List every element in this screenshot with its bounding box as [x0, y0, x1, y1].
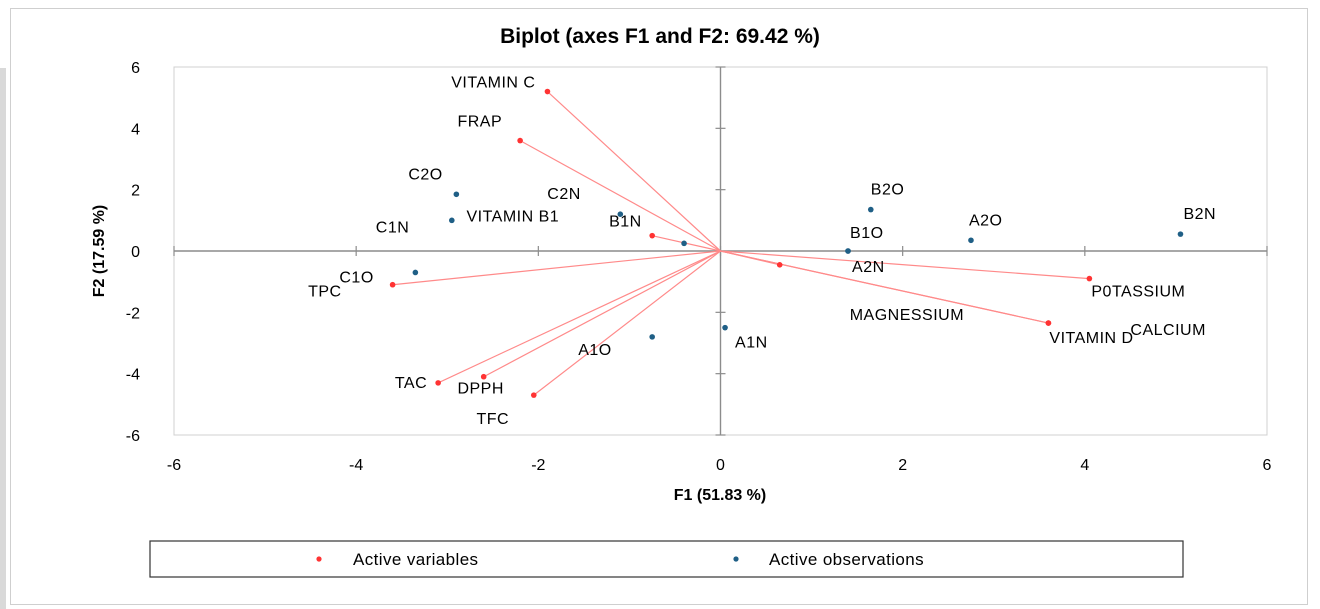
- x-tick-label: 6: [1263, 457, 1272, 474]
- point-label-tac: TAC: [395, 375, 427, 392]
- x-axis-title: F1 (51.83 %): [674, 487, 766, 504]
- variable-point-magnessium: [776, 262, 783, 268]
- data-points: [389, 88, 1184, 398]
- variable-point-tac: [435, 380, 441, 386]
- left-edge-bar: [0, 68, 6, 609]
- observation-point-c1n: [449, 217, 455, 224]
- point-label-vitamin-d: VITAMIN D: [1049, 330, 1133, 347]
- point-label-magnessium: MAGNESSIUM: [850, 307, 964, 324]
- point-label-b1o: B1O: [850, 225, 884, 242]
- chart-title: Biplot (axes F1 and F2: 69.42 %): [500, 25, 820, 48]
- y-tick-label: 2: [131, 183, 140, 200]
- y-tick-label: 0: [131, 244, 140, 261]
- variable-point-frap: [517, 137, 523, 144]
- legend-label-observations: Active observations: [769, 550, 924, 569]
- legend-marker-variables: [316, 556, 322, 562]
- y-tick-label: -4: [126, 367, 140, 384]
- point-label-b1n: B1N: [609, 213, 642, 230]
- observation-point-b2o: [867, 206, 874, 213]
- point-label-a1o: A1O: [578, 342, 612, 359]
- variable-point-vitamin-b1: [649, 232, 655, 239]
- observation-point-b2n: [1177, 231, 1184, 237]
- point-label-tpc: TPC: [308, 284, 342, 301]
- y-tick-label: -2: [126, 305, 140, 322]
- legend-marker-observations: [733, 556, 739, 562]
- tick-labels: -6 -4 -2 0 2 4 6 -6 -4 -2 0 2 4 6: [126, 60, 1272, 474]
- x-tick-label: 0: [716, 457, 725, 474]
- point-label-c2o: C2O: [408, 166, 442, 183]
- y-axis-title: F2 (17.59 %): [91, 205, 108, 297]
- observation-point-a1n: [722, 324, 728, 331]
- point-label-c2n: C2N: [547, 186, 581, 203]
- variable-point-tfc: [530, 392, 537, 398]
- x-tick-label: -6: [167, 457, 181, 474]
- observation-point-b1o: [845, 248, 851, 254]
- point-label-p0tassium: P0TASSIUM: [1091, 284, 1185, 301]
- legend-label-variables: Active variables: [353, 550, 478, 569]
- variable-point-vitamin-d: [1045, 320, 1052, 326]
- vector-tpc: [392, 250, 721, 286]
- point-labels: VITAMIN C FRAP VITAMIN B1 TPC TAC DPPH TFC MAGN…: [308, 75, 1216, 429]
- vector-tfc: [533, 250, 721, 396]
- observation-point-c1o: [412, 269, 419, 276]
- point-label-a1n: A1N: [735, 335, 768, 352]
- variable-point-vitamin-c: [544, 88, 551, 95]
- variable-point-p0tassium: [1086, 275, 1093, 282]
- observation-point-b1n: [681, 240, 687, 247]
- vector-vitamin-c: [547, 91, 721, 252]
- vector-vitamin-d: [720, 250, 1049, 324]
- vector-p0tassium: [720, 250, 1090, 280]
- point-label-b2o: B2O: [871, 182, 905, 199]
- y-tick-label: -6: [126, 428, 140, 445]
- y-tick-label: 6: [131, 60, 140, 77]
- point-label-a2n: A2N: [852, 259, 885, 276]
- x-tick-label: -2: [531, 457, 545, 474]
- x-tick-label: -4: [349, 457, 363, 474]
- y-tick-label: 4: [131, 121, 140, 138]
- point-label-vitamin-c: VITAMIN C: [451, 75, 535, 92]
- point-label-vitamin-b1: VITAMIN B1: [466, 209, 559, 226]
- variable-point-tpc: [389, 281, 396, 288]
- observation-point-c2o: [453, 191, 460, 198]
- variable-vectors: [392, 91, 1090, 396]
- legend: Active variables Active observations: [149, 540, 1184, 578]
- point-label-a2o: A2O: [969, 212, 1003, 229]
- variable-point-dpph: [480, 373, 487, 380]
- x-tick-label: 4: [1080, 457, 1089, 474]
- point-label-tfc: TFC: [476, 411, 509, 428]
- chart-frame: [10, 8, 1308, 605]
- point-label-b2n: B2N: [1183, 206, 1216, 223]
- vector-tac: [437, 250, 721, 384]
- vector-dpph: [483, 250, 721, 378]
- point-label-frap: FRAP: [457, 114, 502, 131]
- point-label-calcium: CALCIUM: [1130, 322, 1206, 339]
- vector-frap: [519, 140, 721, 252]
- point-label-c1o: C1O: [339, 269, 373, 286]
- x-tick-label: 2: [898, 457, 907, 474]
- legend-box: [149, 540, 1184, 578]
- point-label-c1n: C1N: [376, 219, 410, 236]
- observation-point-a2o: [968, 237, 974, 244]
- observation-point-c2n: [617, 211, 624, 217]
- point-label-dpph: DPPH: [457, 381, 503, 398]
- observation-point-a1o: [649, 334, 655, 340]
